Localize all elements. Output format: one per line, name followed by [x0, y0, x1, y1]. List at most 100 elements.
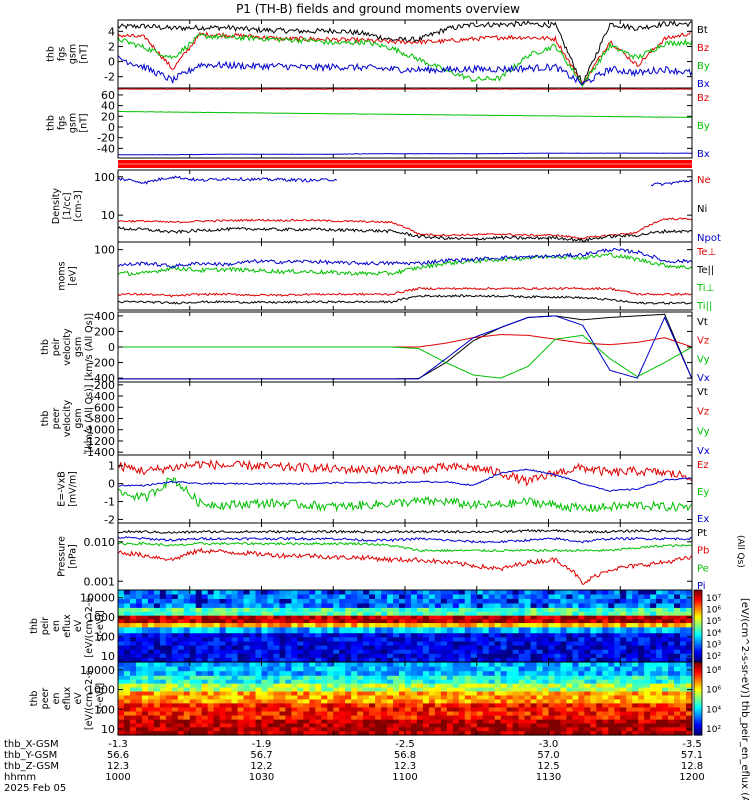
spectrogram-cell — [578, 590, 585, 596]
spectrogram-cell — [147, 723, 155, 728]
spectrogram-cell — [118, 723, 125, 728]
spectrogram-cell — [422, 633, 430, 638]
spectrogram-cell — [680, 715, 687, 721]
spectrogram-cell — [548, 662, 556, 668]
spectrogram-cell — [261, 707, 269, 713]
spectrogram-cell — [410, 679, 418, 685]
spectrogram-cell — [405, 598, 412, 605]
spectrogram-cell — [482, 695, 490, 701]
spectrogram-cell — [410, 607, 418, 613]
spectrogram-cell — [351, 649, 358, 655]
spectrogram-cell — [147, 598, 155, 605]
spectrogram-cell — [213, 598, 221, 605]
spectrogram-cell — [446, 607, 454, 613]
spectrogram-cell — [255, 607, 263, 613]
spectrogram-cell — [357, 611, 364, 617]
spectrogram-cell — [153, 699, 161, 704]
spectrogram-cell — [219, 607, 227, 613]
spectrogram-cell — [267, 719, 275, 725]
spectrogram-cell — [560, 619, 568, 624]
spectrogram-cell — [249, 637, 257, 643]
spectrogram-cell — [584, 633, 591, 638]
spectrogram-cell — [273, 615, 281, 620]
spectrogram-cell — [566, 615, 574, 620]
colorbar-cell — [694, 698, 702, 702]
spectrogram-cell — [536, 707, 544, 713]
spectrogram-cell — [434, 641, 442, 647]
spectrogram-cell — [626, 653, 633, 659]
spectrogram-cell — [410, 715, 418, 721]
spectrogram-cell — [171, 607, 179, 613]
spectrogram-cell — [494, 607, 502, 613]
spectrogram-cell — [458, 611, 466, 617]
spectrogram-cell — [662, 683, 669, 689]
spectrogram-cell — [584, 675, 591, 681]
spectrogram-cell — [620, 594, 627, 600]
spectrogram-cell — [440, 645, 448, 651]
spectrogram-cell — [351, 719, 358, 725]
colorbar-cell — [694, 594, 702, 598]
spectrogram-cell — [524, 637, 532, 643]
spectrogram-cell — [422, 645, 430, 651]
spectrogram-cell — [506, 653, 514, 659]
spectrogram-cell — [470, 679, 478, 685]
spectrogram-cell — [291, 615, 298, 620]
spectrogram-cell — [405, 615, 412, 620]
spectrogram-cell — [422, 687, 430, 693]
colorbar-cell — [694, 614, 702, 617]
spectrogram-cell — [650, 683, 657, 689]
spectrogram-cell — [147, 607, 155, 613]
spectrogram-cell — [536, 603, 544, 609]
spectrogram-cell — [650, 662, 657, 668]
spectrogram-cell — [428, 611, 436, 617]
spectrogram-cell — [213, 666, 221, 672]
spectrogram-cell — [422, 641, 430, 647]
spectrogram-cell — [123, 662, 131, 668]
spectrogram-cell — [440, 679, 448, 685]
spectrogram-cell — [189, 687, 197, 693]
spectrogram-cell — [177, 590, 185, 596]
spectrogram-cell — [662, 594, 669, 600]
spectrogram-cell — [141, 666, 149, 672]
spectrogram-cell — [123, 603, 131, 609]
spectrogram-cell — [159, 687, 167, 693]
spectrogram-cell — [369, 683, 376, 689]
panel-frame — [117, 381, 693, 456]
colorbar-cell — [694, 696, 702, 700]
spectrogram-cell — [207, 607, 215, 613]
spectrogram-cell — [279, 666, 287, 672]
series-line-Bx — [118, 54, 692, 86]
y-tick-label: 20 — [101, 110, 115, 123]
spectrogram-cell — [339, 723, 346, 728]
spectrogram-cell — [572, 615, 579, 620]
spectrogram-cell — [554, 695, 562, 701]
spectrogram-cell — [536, 723, 544, 728]
spectrogram-cell — [614, 619, 621, 624]
spectrogram-cell — [470, 687, 478, 693]
spectrogram-cell — [153, 666, 161, 672]
spectrogram-cell — [177, 711, 185, 717]
spectrogram-cell — [422, 637, 430, 643]
colorbar-cell — [694, 597, 702, 601]
spectrogram-cell — [135, 649, 143, 655]
spectrogram-cell — [261, 691, 269, 697]
spectrogram-cell — [369, 699, 376, 704]
spectrogram-cell — [494, 649, 502, 655]
spectrogram-cell — [668, 666, 675, 672]
spectrogram-cell — [249, 723, 257, 728]
y-tick-label: -600 — [90, 401, 115, 414]
spectrogram-cell — [405, 657, 412, 663]
colorbar-cell — [694, 730, 702, 734]
x-axis-row-value: 56.7 — [250, 750, 272, 761]
spectrogram-cell — [464, 607, 472, 613]
spectrogram-cell — [530, 683, 538, 689]
spectrogram-cell — [590, 679, 597, 685]
colorbar-cell — [694, 679, 702, 683]
spectrogram-cell — [405, 707, 412, 713]
colorbar-cell — [694, 713, 702, 717]
spectrogram-cell — [219, 719, 227, 725]
spectrogram-cell — [303, 679, 310, 685]
spectrogram-cell — [476, 641, 484, 647]
spectrogram-cell — [321, 645, 328, 651]
spectrogram-cell — [321, 594, 328, 600]
